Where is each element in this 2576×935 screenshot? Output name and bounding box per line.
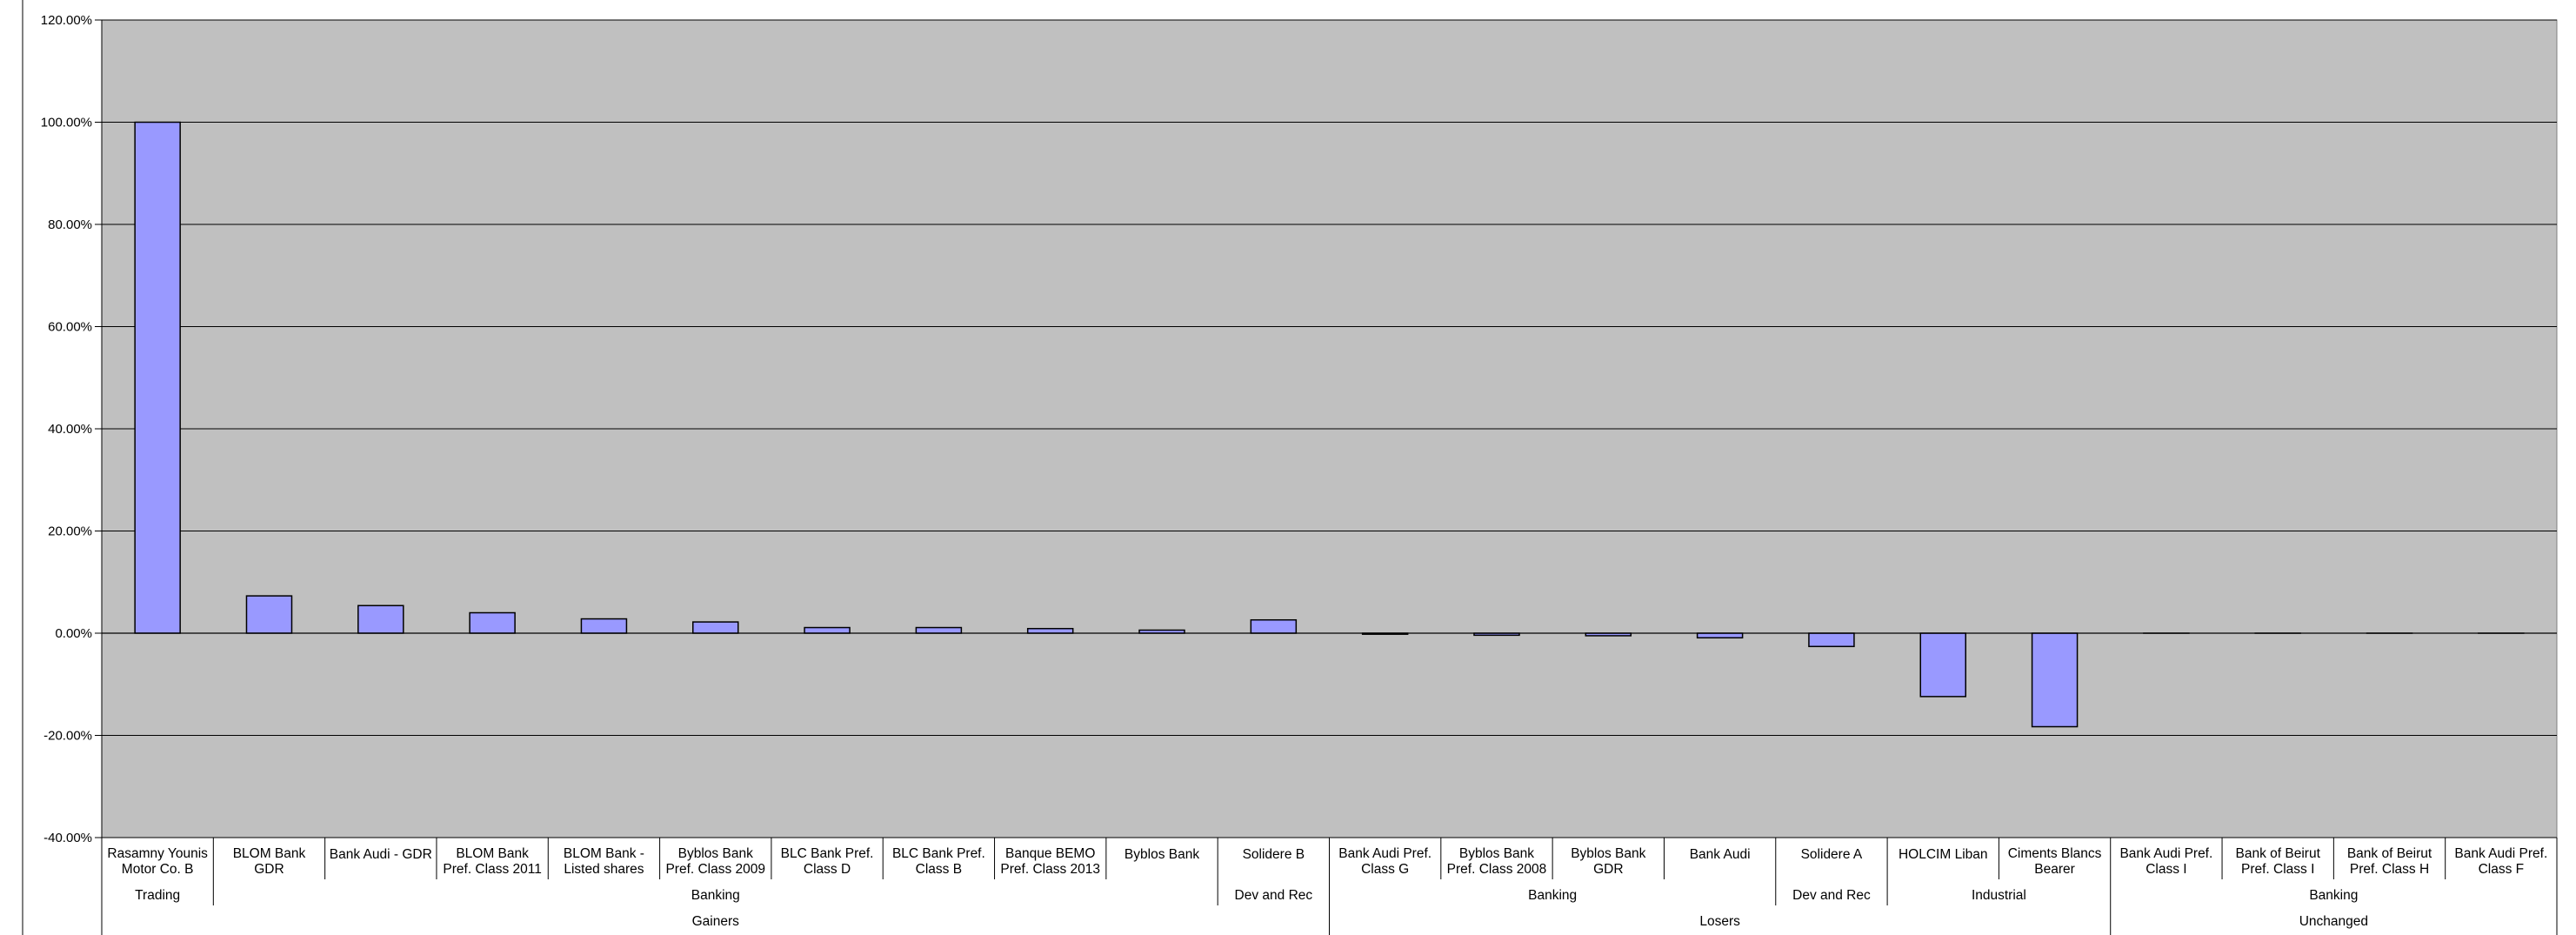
- category-label: Class D: [804, 862, 851, 877]
- y-tick-label: -40.00%: [43, 831, 92, 845]
- category-label: Class G: [1361, 862, 1409, 877]
- category-label: BLC Bank Pref.: [892, 846, 985, 861]
- bar: [134, 121, 181, 634]
- bar: [469, 611, 516, 634]
- category-label: Ciments Blancs: [2008, 846, 2102, 861]
- category-label: Class I: [2146, 862, 2186, 877]
- category-label: Pref. Class 2008: [1447, 862, 1547, 877]
- category-label: Solidere B: [1243, 847, 1305, 862]
- y-tick-label: 60.00%: [48, 320, 92, 335]
- category-label: Pref. Class 2009: [665, 862, 765, 877]
- category-label: Bank Audi - GDR: [330, 847, 432, 862]
- category-label: Byblos Bank: [678, 846, 753, 861]
- y-tick-label: 120.00%: [41, 13, 92, 28]
- category-label: BLOM Bank: [456, 846, 529, 861]
- category-label: Listed shares: [564, 862, 644, 877]
- bar: [245, 595, 293, 634]
- y-tick-label: 0.00%: [55, 626, 92, 641]
- category-label: Bank Audi Pref.: [2454, 846, 2547, 861]
- sector-group-label: Banking: [2309, 888, 2358, 903]
- bar: [1250, 618, 1298, 634]
- outcome-group-label: Losers: [1699, 914, 1740, 929]
- category-label: Rasamny Younis: [107, 846, 208, 861]
- bar: [692, 621, 739, 634]
- bar: [580, 618, 628, 634]
- sector-group-label: Banking: [1528, 888, 1577, 903]
- category-label: Byblos Bank: [1459, 846, 1534, 861]
- bars: [102, 121, 2557, 728]
- category-label: Class B: [916, 862, 962, 877]
- bar: [804, 626, 851, 634]
- category-label: GDR: [1593, 862, 1623, 877]
- y-tick-label: -20.00%: [43, 729, 92, 744]
- outcome-group-label: Gainers: [692, 914, 740, 929]
- category-label: GDR: [254, 862, 284, 877]
- category-label: Bank Audi Pref.: [2119, 846, 2212, 861]
- bar: [1919, 632, 1966, 698]
- y-tick-label: 80.00%: [48, 217, 92, 232]
- bar: [1026, 627, 1074, 634]
- category-label: Solidere A: [1801, 847, 1863, 862]
- category-label: HOLCIM Liban: [1899, 847, 1988, 862]
- bar: [357, 604, 404, 634]
- category-label: BLOM Bank -: [564, 846, 644, 861]
- category-label: Banque BEMO: [1005, 846, 1095, 861]
- y-tick-label: 40.00%: [48, 422, 92, 437]
- sector-group-label: Industrial: [1972, 888, 2026, 903]
- sector-group-label: Banking: [691, 888, 740, 903]
- outcome-group-label: Unchanged: [2299, 914, 2368, 929]
- category-label: Pref. Class H: [2350, 862, 2429, 877]
- category-label: Motor Co. B: [122, 862, 194, 877]
- category-label: Bank Audi Pref.: [1338, 846, 1431, 861]
- bar: [1696, 632, 1744, 639]
- category-label: Bank of Beirut: [2236, 846, 2321, 861]
- category-label: Byblos Bank: [1571, 846, 1645, 861]
- sector-group-label: Trading: [135, 888, 180, 903]
- y-tick-label: 100.00%: [41, 116, 92, 130]
- bar: [2031, 632, 2079, 728]
- category-label: Byblos Bank: [1124, 847, 1199, 862]
- sector-group-label: Dev and Rec: [1235, 888, 1313, 903]
- y-axis-tick-labels: 120.00% 100.00% 80.00% 60.00% 40.00% 20.00% 0.…: [41, 13, 92, 845]
- category-label: Pref. Class 2013: [1000, 862, 1100, 877]
- category-label: Pref. Class 2011: [443, 862, 541, 877]
- category-label: BLOM Bank: [233, 846, 306, 861]
- bar: [915, 626, 963, 634]
- category-label: Pref. Class I: [2241, 862, 2314, 877]
- category-label: BLC Bank Pref.: [781, 846, 874, 861]
- bar: [1808, 632, 1855, 648]
- category-label: Bearer: [2034, 862, 2075, 877]
- y-tick-label: 20.00%: [48, 524, 92, 539]
- category-label: Class F: [2479, 862, 2525, 877]
- category-label: Bank Audi: [1690, 847, 1751, 862]
- category-label: Bank of Beirut: [2347, 846, 2433, 861]
- sector-group-label: Dev and Rec: [1792, 888, 1871, 903]
